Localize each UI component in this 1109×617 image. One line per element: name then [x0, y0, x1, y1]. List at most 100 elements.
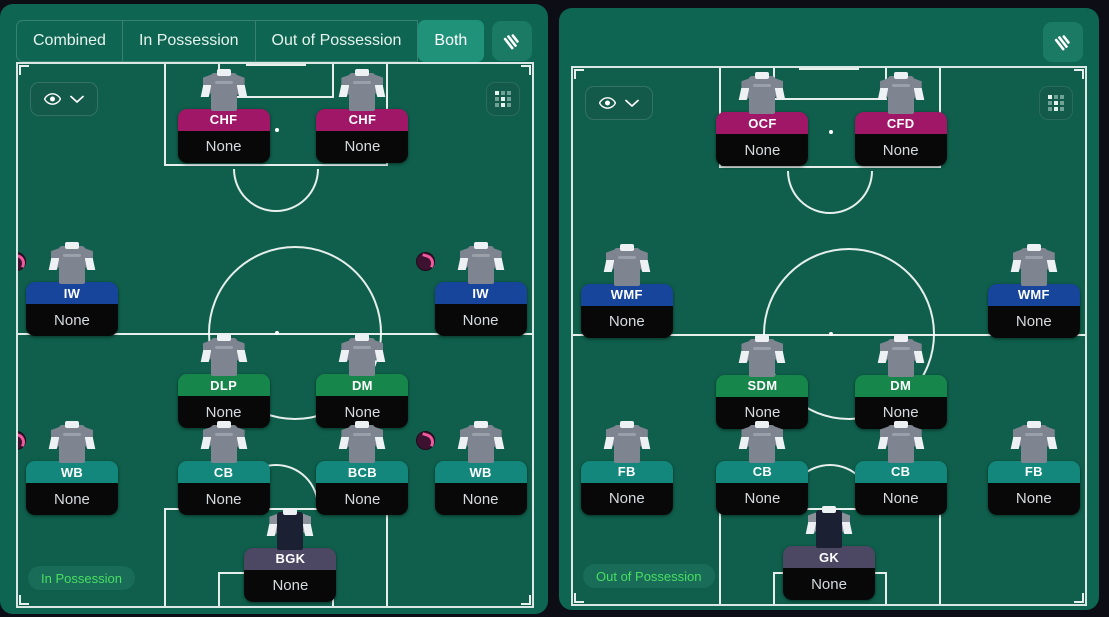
player-token-wb[interactable]: WB None: [18, 419, 121, 516]
player-card[interactable]: WMF None: [580, 283, 673, 338]
status-badge-right: Out of Possession: [583, 564, 715, 588]
player-token-iw[interactable]: IW None: [18, 240, 121, 337]
grid-dot: [1060, 107, 1064, 111]
player-token-wmf[interactable]: WMF None: [985, 242, 1083, 338]
tab-out-of-possession[interactable]: Out of Possession: [255, 20, 419, 62]
player-name-label: None: [854, 134, 947, 167]
player-card[interactable]: GK None: [783, 546, 875, 601]
sparkle-icon: [1054, 35, 1070, 51]
pitch-out-of-possession[interactable]: OCF None CFD None WMF None WMF None SDM None DM Non…: [571, 66, 1087, 606]
grid-dot: [501, 91, 505, 95]
penalty-spot-top: [275, 128, 279, 132]
player-role-label: SDM: [716, 374, 809, 397]
grid-dots-icon: [495, 91, 511, 107]
player-token-ocf[interactable]: OCF None: [713, 70, 811, 167]
player-card[interactable]: DM None: [854, 374, 947, 429]
player-shirt-icon: [200, 419, 247, 465]
player-card[interactable]: IW None: [434, 282, 527, 337]
visibility-dropdown[interactable]: [585, 86, 653, 120]
player-role-label: CFD: [854, 112, 947, 135]
player-name-label: None: [177, 483, 270, 516]
player-token-dm[interactable]: DM None: [852, 333, 950, 429]
player-name-label: None: [854, 482, 947, 515]
player-card[interactable]: CFD None: [854, 112, 947, 167]
player-role-label: OCF: [716, 112, 809, 135]
player-card[interactable]: WMF None: [987, 283, 1080, 338]
ball-badge-icon: [415, 431, 435, 451]
player-role-label: CHF: [177, 108, 270, 131]
grid-dot: [495, 97, 499, 101]
player-token-cb[interactable]: CB None: [852, 419, 950, 515]
tab-in-possession[interactable]: In Possession: [122, 20, 256, 62]
player-card[interactable]: IW None: [25, 282, 118, 337]
player-token-iw[interactable]: IW None: [415, 240, 530, 337]
ball-badge-icon: [18, 252, 26, 272]
player-token-chf[interactable]: CHF None: [313, 67, 411, 163]
player-name-label: None: [716, 482, 809, 515]
player-token-cb[interactable]: CB None: [713, 419, 811, 515]
grid-dot: [507, 103, 511, 107]
player-shirt-icon: [739, 333, 786, 379]
player-name-label: None: [580, 482, 673, 515]
player-token-wb[interactable]: WB None: [415, 419, 530, 516]
grid-dots-icon: [1048, 95, 1064, 111]
grid-dot: [495, 103, 499, 107]
player-token-chf[interactable]: CHF None: [175, 67, 273, 163]
corner-marker: [19, 595, 29, 605]
player-card[interactable]: WB None: [25, 461, 118, 516]
player-token-bcb[interactable]: BCB None: [313, 419, 411, 516]
player-card[interactable]: CB None: [854, 460, 947, 515]
player-token-bgk[interactable]: BGK None: [241, 506, 339, 602]
grid-dot: [1054, 107, 1058, 111]
player-card[interactable]: BCB None: [316, 461, 409, 516]
player-card[interactable]: CHF None: [316, 108, 409, 163]
grid-dot: [501, 103, 505, 107]
player-token-gk[interactable]: GK None: [780, 504, 878, 601]
status-badge-left: In Possession: [28, 566, 135, 590]
player-token-dm[interactable]: DM None: [313, 332, 411, 429]
player-token-fb[interactable]: FB None: [578, 419, 676, 515]
penalty-spot-top: [829, 130, 833, 134]
ball-badge-icon: [18, 431, 26, 451]
player-role-label: GK: [783, 546, 875, 569]
grid-dot: [1054, 101, 1058, 105]
center-spot: [275, 331, 279, 335]
grid-dot: [1048, 101, 1052, 105]
formation-grid-button[interactable]: [1039, 86, 1073, 120]
player-card[interactable]: WB None: [434, 461, 527, 516]
player-card[interactable]: FB None: [987, 460, 1080, 515]
player-card[interactable]: CB None: [177, 461, 270, 516]
corner-marker: [521, 595, 531, 605]
penalty-box-bottom: [164, 508, 388, 606]
center-circle: [208, 246, 382, 420]
player-shirt-icon: [339, 419, 386, 465]
player-card[interactable]: OCF None: [716, 112, 809, 167]
eye-icon: [44, 93, 61, 105]
player-token-fb[interactable]: FB None: [985, 419, 1083, 515]
player-card[interactable]: BGK None: [244, 547, 337, 602]
tab-combined[interactable]: Combined: [16, 20, 123, 62]
player-name-label: None: [177, 130, 270, 163]
player-card[interactable]: SDM None: [716, 374, 809, 429]
goal-top: [246, 64, 306, 66]
pitch-in-possession[interactable]: CHF None CHF None IW None IW None DLP None DM None W…: [16, 62, 534, 608]
sparkle-button[interactable]: [492, 21, 532, 61]
player-shirt-icon: [200, 332, 247, 378]
corner-marker: [1074, 69, 1084, 79]
player-card[interactable]: FB None: [580, 460, 673, 515]
player-card[interactable]: CHF None: [177, 108, 270, 163]
player-token-sdm[interactable]: SDM None: [713, 333, 811, 429]
sparkle-button-right[interactable]: [1043, 22, 1083, 62]
corner-marker: [574, 69, 584, 79]
player-shirt-icon: [1010, 419, 1058, 465]
player-token-cb[interactable]: CB None: [175, 419, 273, 516]
player-role-label: DLP: [177, 374, 270, 397]
player-card[interactable]: CB None: [716, 460, 809, 515]
visibility-dropdown[interactable]: [30, 82, 98, 116]
tab-both[interactable]: Both: [418, 20, 485, 62]
player-token-wmf[interactable]: WMF None: [578, 242, 676, 338]
formation-grid-button[interactable]: [486, 82, 520, 116]
player-shirt-icon: [1010, 242, 1058, 288]
player-token-cfd[interactable]: CFD None: [852, 70, 950, 167]
player-token-dlp[interactable]: DLP None: [175, 332, 273, 429]
